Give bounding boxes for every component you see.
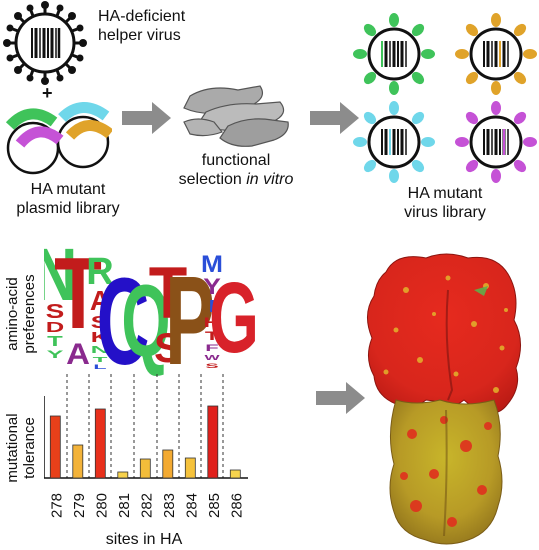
tolerance-axis-label: mutational tolerance xyxy=(4,413,38,483)
logo-letter: C xyxy=(97,252,150,391)
helper-virus-label: HA-deficient helper virus xyxy=(98,8,186,44)
logo-letter: N xyxy=(91,344,110,356)
selection-label-line1: functional xyxy=(201,152,271,169)
tolerance-bar-281 xyxy=(117,471,129,479)
tolerance-bar-286 xyxy=(229,469,241,479)
logo-letter: D xyxy=(46,320,64,336)
logo-letter: I xyxy=(209,296,216,317)
logo-letter: F xyxy=(205,343,218,353)
tolerance-bar-280 xyxy=(94,408,106,479)
site-tick-label: 285 xyxy=(206,493,223,518)
site-tick-label: 283 xyxy=(161,493,178,518)
sequence-logo: N S D T Y T A R A S K N T L C Q T S P M … xyxy=(44,248,259,391)
plasmid-library-icon xyxy=(5,102,112,175)
logo-letter: P xyxy=(165,250,215,391)
selection-label-line2: selection in vitro xyxy=(178,171,294,188)
logo-letter: N xyxy=(44,248,77,316)
tolerance-bar-284 xyxy=(184,457,196,479)
logo-letter: W xyxy=(204,354,220,362)
logo-letter: S xyxy=(91,312,110,332)
tolerance-bar-283 xyxy=(162,449,174,479)
logo-and-bar-chart: N S D T Y T A R A S K N T L C Q T S P M … xyxy=(44,248,259,548)
logo-letter: Q xyxy=(121,263,170,377)
logo-letter: G xyxy=(209,261,259,373)
logo-letter: T xyxy=(47,334,63,350)
logo-letter: Y xyxy=(47,348,64,361)
helper-virus-icon xyxy=(3,1,87,85)
site-tick-label: 286 xyxy=(228,493,245,518)
tolerance-bar-278 xyxy=(49,415,61,479)
logo-letter: A xyxy=(90,285,110,316)
logo-letter: K xyxy=(91,330,109,346)
tolerance-bar-279 xyxy=(72,444,84,479)
x-axis-label: sites in HA xyxy=(106,531,183,548)
logo-letter: Y xyxy=(203,275,221,299)
site-tick-label: 284 xyxy=(183,493,200,518)
logo-letter: S xyxy=(46,301,65,323)
cells-icon xyxy=(183,85,289,147)
logo-letter: T xyxy=(205,329,220,342)
site-tick-label: 279 xyxy=(71,493,88,518)
site-tick-label: 281 xyxy=(116,493,133,518)
site-tick-label: 278 xyxy=(48,493,65,518)
logo-letter: T xyxy=(54,248,102,350)
logo-letter: T xyxy=(93,355,108,364)
ha-protein-structure-image xyxy=(367,253,521,545)
virus-library-icon xyxy=(353,13,537,183)
logo-letter: H xyxy=(203,315,220,330)
virus-library-label: HA mutant virus library xyxy=(404,185,486,221)
logo-letter: T xyxy=(149,251,188,334)
logo-letter: L xyxy=(93,364,107,371)
logo-letter: S xyxy=(205,363,218,370)
plus-sign: + xyxy=(42,83,53,103)
logo-letter: M xyxy=(201,251,223,278)
arrow-right-icon xyxy=(310,102,359,134)
site-tick-label: 280 xyxy=(93,493,110,518)
arrow-right-icon xyxy=(316,382,365,414)
logo-letter: S xyxy=(154,324,182,371)
logo-letter: R xyxy=(86,251,113,293)
tolerance-bar-285 xyxy=(207,405,219,479)
arrow-right-icon xyxy=(122,102,171,134)
site-tick-label: 282 xyxy=(138,493,155,518)
selection-label: functional selection in vitro xyxy=(160,151,312,189)
logo-letter: A xyxy=(66,336,90,370)
preferences-axis-label: amino-acid preferences xyxy=(4,274,38,354)
plasmid-library-label: HA mutant plasmid library xyxy=(16,181,120,217)
tolerance-bar-282 xyxy=(139,458,151,479)
